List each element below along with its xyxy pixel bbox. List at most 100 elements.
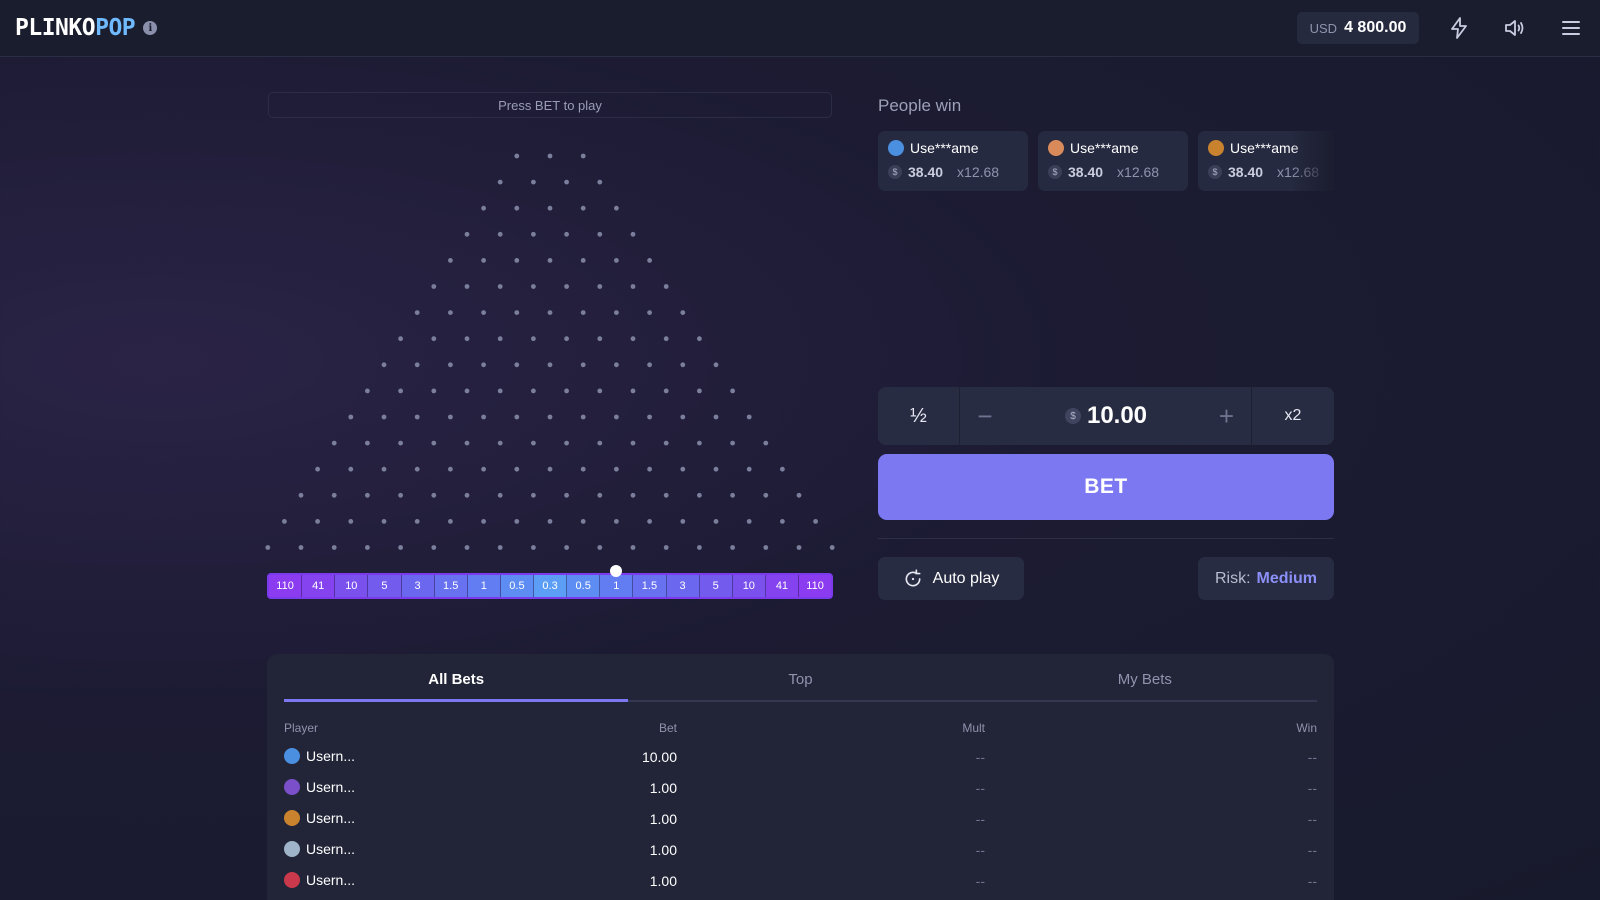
multiplier-slot: 110 [269, 575, 303, 597]
peg [697, 492, 702, 498]
peg [497, 336, 503, 342]
sound-icon[interactable] [1503, 16, 1527, 40]
menu-icon[interactable] [1559, 16, 1583, 40]
peg [597, 388, 603, 394]
multiplier-slot: 41 [765, 575, 799, 597]
peg [547, 414, 553, 420]
multiplier-slot: 5 [699, 575, 733, 597]
dollar-coin-icon: $ [1064, 408, 1081, 424]
people-win-title: People win [878, 96, 962, 115]
bet-value: 1.00 [649, 842, 677, 858]
peg [448, 310, 453, 315]
peg [680, 362, 686, 368]
risk-label: Risk: [1214, 569, 1251, 587]
column-player: Player [284, 721, 319, 735]
peg [663, 545, 669, 550]
multiplier-slot: 10 [732, 575, 766, 597]
divider [878, 538, 1334, 539]
info-icon[interactable]: i [143, 21, 158, 35]
tab-all-bets[interactable]: All Bets [284, 654, 629, 702]
peg [431, 284, 437, 289]
peg [680, 414, 686, 420]
mult-value: -- [975, 749, 985, 765]
win-value: -- [1307, 780, 1317, 796]
peg [713, 362, 719, 368]
decrease-bet-button[interactable]: − [977, 400, 993, 431]
double-bet-button[interactable]: x2 [1284, 407, 1302, 424]
peg [315, 519, 320, 524]
half-bet-button[interactable]: ½ [878, 387, 960, 445]
peg [614, 466, 619, 472]
peg [481, 414, 486, 420]
peg [713, 466, 719, 472]
table-row: Usern... 1.00 -- -- [284, 779, 1317, 810]
peg [547, 466, 553, 472]
player-name: Usern... [306, 748, 356, 764]
peg [431, 336, 437, 342]
peg [614, 205, 619, 211]
peg [381, 466, 387, 472]
column-mult: Mult [962, 721, 985, 735]
tab-my-bets[interactable]: My Bets [1117, 670, 1172, 688]
player-name: Usern... [306, 810, 356, 826]
peg [580, 414, 586, 420]
peg [730, 492, 735, 498]
peg [365, 440, 370, 446]
risk-selector[interactable]: Risk: Medium [1198, 557, 1334, 600]
peg [597, 179, 603, 185]
peg [398, 492, 403, 498]
peg [514, 258, 520, 263]
peg [796, 492, 802, 498]
multiplier-slot: 0.3 [534, 575, 568, 597]
dollar-coin-icon: $ [888, 165, 902, 179]
peg [331, 545, 337, 550]
tab-top[interactable]: Top [788, 670, 813, 688]
peg [398, 440, 403, 446]
peg [547, 310, 553, 315]
peg [497, 179, 503, 185]
multiplier-slot: 3 [401, 575, 435, 597]
peg [630, 545, 636, 550]
autoplay-icon [905, 568, 921, 587]
peg [697, 440, 702, 446]
multiplier-slot: 1.5 [633, 575, 667, 597]
balance-display: USD 4 800.00 [1297, 12, 1419, 44]
bet-value: 1.00 [649, 811, 677, 827]
lightning-icon[interactable] [1447, 16, 1471, 40]
press-bet-hint: Press BET to play [268, 92, 832, 118]
peg [564, 545, 569, 550]
peg [564, 388, 569, 394]
peg [597, 545, 603, 550]
peg [414, 466, 420, 472]
peg [398, 388, 403, 394]
peg [580, 205, 586, 211]
peg [514, 153, 520, 159]
winner-card: Use***ame $38.40 x12.68 [1038, 131, 1188, 191]
peg [630, 231, 636, 237]
peg [282, 519, 287, 524]
peg [531, 545, 536, 550]
bet-amount-value: 10.00 [1086, 402, 1148, 429]
logo-text-pop: POP [95, 15, 136, 41]
bet-button[interactable]: BET [878, 454, 1334, 520]
peg [298, 492, 304, 498]
avatar [284, 841, 300, 857]
peg [614, 414, 619, 420]
peg [365, 388, 370, 394]
auto-play-button[interactable]: Auto play [878, 557, 1024, 600]
peg [597, 492, 603, 498]
peg [580, 310, 586, 315]
column-bet: Bet [658, 721, 677, 735]
bet-amount-input[interactable]: $ 10.00 [1010, 402, 1202, 430]
winner-multiplier: x12.68 [1117, 164, 1160, 180]
increase-bet-button[interactable]: + [1202, 387, 1252, 445]
avatar [284, 748, 300, 764]
player-name: Usern... [306, 779, 356, 795]
peg [680, 466, 686, 472]
peg [746, 519, 752, 524]
peg [564, 492, 569, 498]
peg [647, 362, 652, 368]
peg [564, 231, 569, 237]
peg [497, 492, 503, 498]
peg [547, 153, 553, 159]
